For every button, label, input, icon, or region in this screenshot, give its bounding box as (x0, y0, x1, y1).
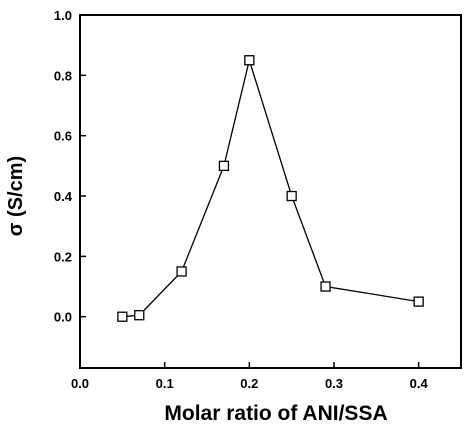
data-point-marker (117, 311, 128, 322)
series-line (122, 57, 419, 318)
data-point-marker (134, 310, 145, 321)
plot-frame (79, 14, 462, 369)
y-tick-label: 1.0 (54, 8, 72, 23)
data-point-marker (244, 55, 255, 66)
x-tick-label: 0.4 (410, 376, 429, 391)
data-point-marker (320, 281, 331, 292)
y-tick-label: 0.6 (54, 129, 72, 144)
x-axis-title: Molar ratio of ANI/SSA (164, 402, 387, 425)
y-tick-label: 0.2 (54, 249, 72, 264)
x-tick-label: 0.2 (240, 376, 258, 391)
data-point-marker (286, 190, 297, 202)
y-tick-label: 0.4 (54, 189, 73, 204)
x-tick-label: 0.0 (71, 376, 89, 391)
y-tick-label: 0.8 (54, 68, 72, 83)
data-point-marker (218, 160, 230, 172)
data-point-marker (413, 296, 424, 307)
y-tick-label: 0.0 (54, 310, 72, 325)
x-tick-label: 0.1 (156, 376, 174, 391)
y-axis-title: σ (S/cm) (5, 156, 27, 236)
data-point-marker (176, 266, 187, 277)
x-tick-label: 0.3 (325, 376, 343, 391)
